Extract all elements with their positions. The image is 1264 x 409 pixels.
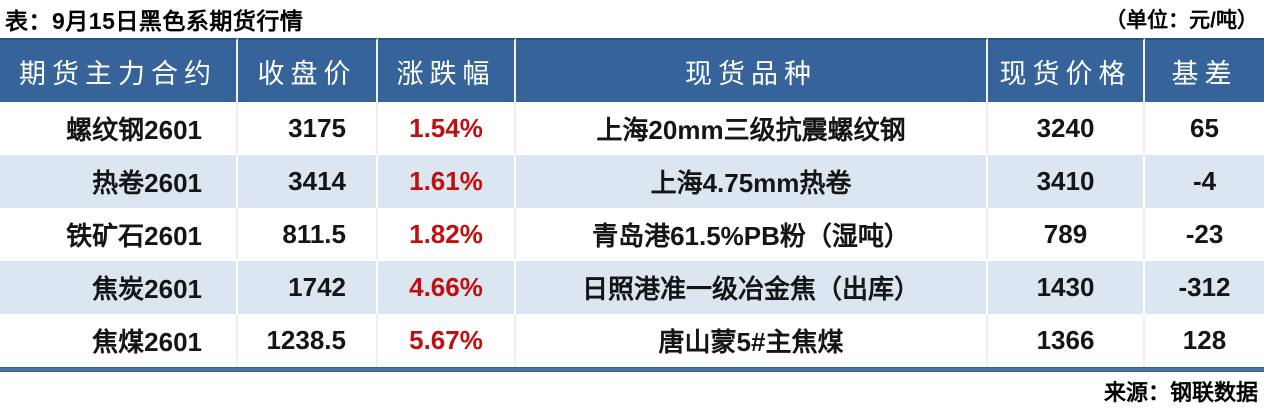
cell-spot: 上海4.75mm热卷 [516,155,988,208]
col-header-spot-price: 现货价格 [988,38,1145,102]
cell-change: 4.66% [378,261,516,314]
cell-contract: 螺纹钢2601 [0,102,238,155]
col-header-change: 涨跌幅 [378,38,516,102]
source-bar: 来源：钢联数据 [0,372,1264,409]
cell-spot: 青岛港61.5%PB粉（湿吨） [516,208,988,261]
col-header-close: 收盘价 [238,38,378,102]
cell-spot-price: 1366 [988,314,1145,367]
table-row: 焦煤2601 1238.5 5.67% 唐山蒙5#主焦煤 1366 128 [0,314,1264,367]
futures-quotes-table: 期货主力合约 收盘价 涨跌幅 现货品种 现货价格 基差 螺纹钢2601 3175… [0,38,1264,367]
cell-close: 1238.5 [238,314,378,367]
cell-spot-price: 1430 [988,261,1145,314]
cell-close: 3414 [238,155,378,208]
title-bar: 表：9月15日黑色系期货行情 （单位：元/吨） [0,0,1264,38]
table-bottom-border [0,367,1264,372]
cell-close: 811.5 [238,208,378,261]
cell-contract: 热卷2601 [0,155,238,208]
cell-basis: -23 [1145,208,1264,261]
cell-contract: 焦炭2601 [0,261,238,314]
cell-contract: 铁矿石2601 [0,208,238,261]
cell-close: 3175 [238,102,378,155]
cell-spot-price: 3240 [988,102,1145,155]
cell-basis: -4 [1145,155,1264,208]
cell-close: 1742 [238,261,378,314]
col-header-spot: 现货品种 [516,38,988,102]
cell-change: 1.61% [378,155,516,208]
table-row: 热卷2601 3414 1.61% 上海4.75mm热卷 3410 -4 [0,155,1264,208]
table-title: 表：9月15日黑色系期货行情 [5,8,304,34]
table-row: 螺纹钢2601 3175 1.54% 上海20mm三级抗震螺纹钢 3240 65 [0,102,1264,155]
cell-basis: 65 [1145,102,1264,155]
cell-basis: 128 [1145,314,1264,367]
cell-spot-price: 789 [988,208,1145,261]
cell-spot: 唐山蒙5#主焦煤 [516,314,988,367]
cell-contract: 焦煤2601 [0,314,238,367]
cell-change: 5.67% [378,314,516,367]
col-header-contract: 期货主力合约 [0,38,238,102]
table-row: 铁矿石2601 811.5 1.82% 青岛港61.5%PB粉（湿吨） 789 … [0,208,1264,261]
cell-spot: 日照港准一级冶金焦（出库） [516,261,988,314]
unit-label: （单位：元/吨） [1105,9,1258,32]
header-row: 期货主力合约 收盘价 涨跌幅 现货品种 现货价格 基差 [0,38,1264,102]
cell-basis: -312 [1145,261,1264,314]
cell-spot-price: 3410 [988,155,1145,208]
table-row: 焦炭2601 1742 4.66% 日照港准一级冶金焦（出库） 1430 -31… [0,261,1264,314]
source-label: 来源：钢联数据 [1103,379,1258,405]
cell-change: 1.54% [378,102,516,155]
cell-change: 1.82% [378,208,516,261]
col-header-basis: 基差 [1145,38,1264,102]
cell-spot: 上海20mm三级抗震螺纹钢 [516,102,988,155]
